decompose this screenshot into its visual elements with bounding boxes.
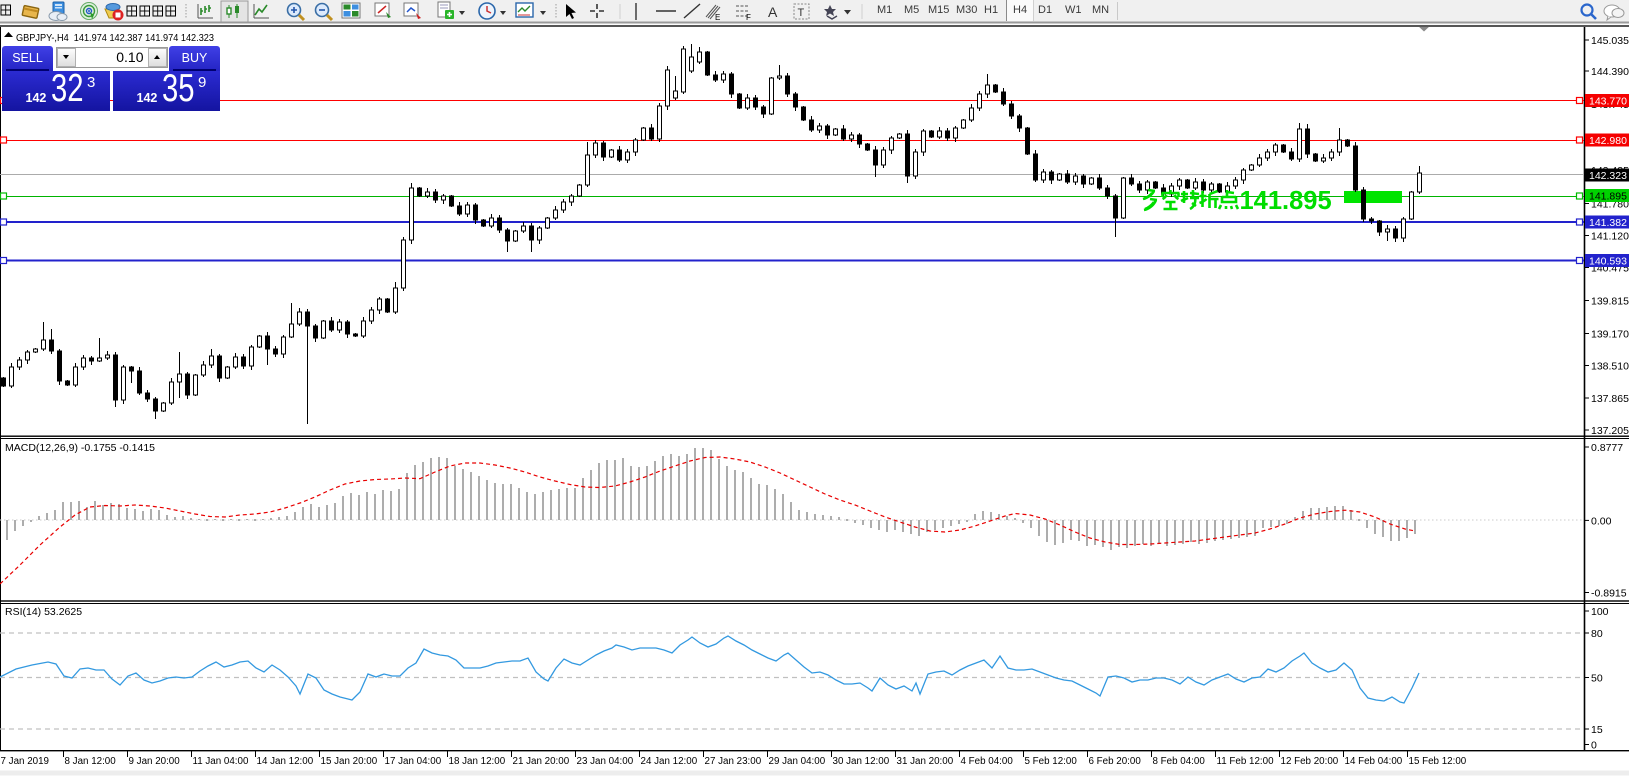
svg-text:100: 100 — [1591, 606, 1609, 618]
svg-text:0: 0 — [1591, 740, 1597, 752]
svg-text:14 Feb 04:00: 14 Feb 04:00 — [1345, 756, 1403, 767]
svg-text:80: 80 — [1591, 628, 1603, 640]
svg-text:141.382: 141.382 — [1589, 217, 1627, 229]
svg-text:21 Jan 20:00: 21 Jan 20:00 — [513, 756, 570, 767]
svg-text:31 Jan 20:00: 31 Jan 20:00 — [897, 756, 954, 767]
svg-text:145.035: 145.035 — [1591, 35, 1629, 47]
svg-text:141.895: 141.895 — [1589, 191, 1627, 203]
svg-text:9 Jan 20:00: 9 Jan 20:00 — [129, 756, 181, 767]
svg-text:0.8777: 0.8777 — [1591, 442, 1623, 454]
svg-text:8 Jan 12:00: 8 Jan 12:00 — [65, 756, 117, 767]
svg-text:137.865: 137.865 — [1591, 393, 1629, 405]
svg-text:6 Feb 20:00: 6 Feb 20:00 — [1089, 756, 1142, 767]
svg-text:50: 50 — [1591, 673, 1603, 685]
svg-text:GBPJPY-,H4 141.974 142.387 14: GBPJPY-,H4 141.974 142.387 141.974 142.3… — [16, 33, 214, 44]
svg-text:11 Feb 12:00: 11 Feb 12:00 — [1217, 756, 1275, 767]
svg-text:139.815: 139.815 — [1591, 296, 1629, 308]
svg-text:RSI(14) 53.2625: RSI(14) 53.2625 — [5, 606, 82, 618]
svg-text:139.170: 139.170 — [1591, 329, 1629, 341]
svg-text:14 Jan 12:00: 14 Jan 12:00 — [257, 756, 314, 767]
svg-text:138.510: 138.510 — [1591, 361, 1629, 373]
svg-text:0.00: 0.00 — [1591, 515, 1612, 527]
svg-text:E: E — [715, 13, 720, 22]
svg-text:140.593: 140.593 — [1589, 256, 1627, 268]
svg-text:141.895: 141.895 — [1240, 187, 1332, 215]
svg-text:11 Jan 04:00: 11 Jan 04:00 — [193, 756, 249, 767]
svg-text:MACD(12,26,9) -0.1755 -0.1415: MACD(12,26,9) -0.1755 -0.1415 — [5, 442, 155, 454]
svg-text:142.980: 142.980 — [1589, 135, 1627, 147]
svg-text:23 Jan 04:00: 23 Jan 04:00 — [577, 756, 634, 767]
svg-text:141.120: 141.120 — [1591, 231, 1629, 243]
svg-text:27 Jan 23:00: 27 Jan 23:00 — [705, 756, 762, 767]
svg-text:15 Jan 20:00: 15 Jan 20:00 — [321, 756, 378, 767]
svg-text:7 Jan 2019: 7 Jan 2019 — [1, 756, 49, 767]
svg-text:4 Feb 04:00: 4 Feb 04:00 — [961, 756, 1014, 767]
svg-text:15: 15 — [1591, 724, 1603, 736]
svg-text:-0.8915: -0.8915 — [1591, 588, 1627, 600]
svg-text:24 Jan 12:00: 24 Jan 12:00 — [641, 756, 698, 767]
svg-text:F: F — [746, 13, 751, 22]
svg-text:12 Feb 20:00: 12 Feb 20:00 — [1281, 756, 1339, 767]
svg-text:A: A — [768, 4, 778, 20]
svg-text:137.205: 137.205 — [1591, 425, 1629, 437]
svg-text:18 Jan 12:00: 18 Jan 12:00 — [449, 756, 506, 767]
svg-text:8 Feb 04:00: 8 Feb 04:00 — [1153, 756, 1206, 767]
svg-text:143.770: 143.770 — [1589, 96, 1627, 108]
svg-text:144.390: 144.390 — [1591, 66, 1629, 78]
svg-text:T: T — [798, 7, 805, 19]
svg-text:30 Jan 12:00: 30 Jan 12:00 — [833, 756, 890, 767]
svg-text:17 Jan 04:00: 17 Jan 04:00 — [385, 756, 442, 767]
svg-text:142.323: 142.323 — [1589, 170, 1627, 182]
svg-text:15 Feb 12:00: 15 Feb 12:00 — [1409, 756, 1467, 767]
svg-text:5 Feb 12:00: 5 Feb 12:00 — [1025, 756, 1078, 767]
svg-text:29 Jan 04:00: 29 Jan 04:00 — [769, 756, 826, 767]
